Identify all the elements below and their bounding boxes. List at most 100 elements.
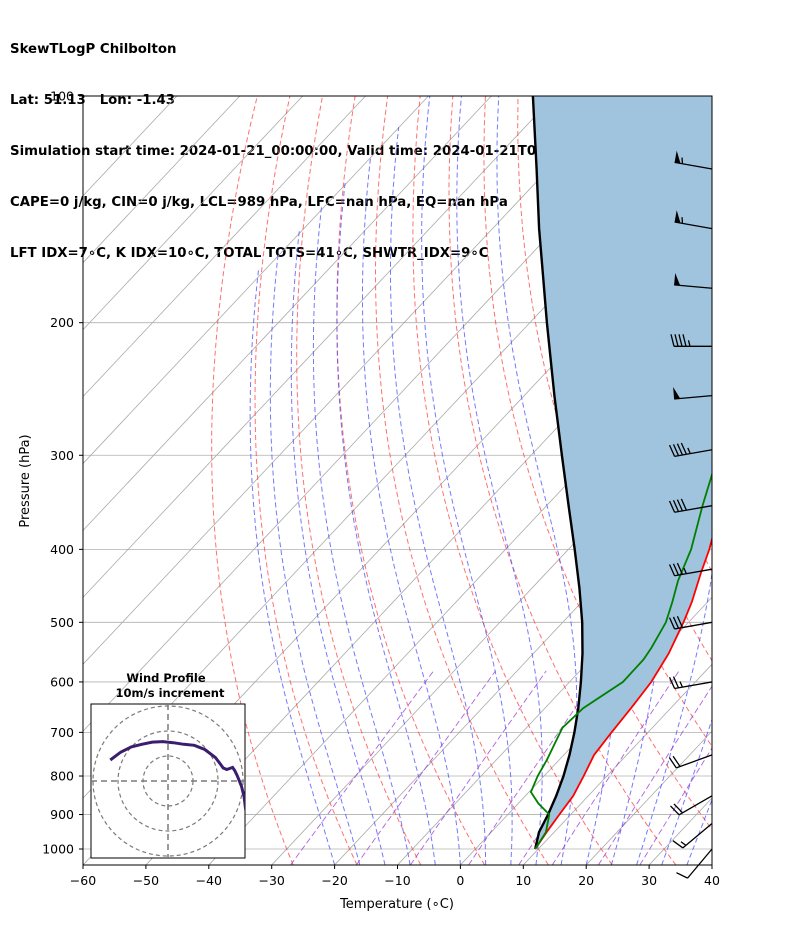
mixing-ratio-line	[639, 747, 712, 865]
dry-adiabat	[746, 96, 794, 865]
moist-adiabat	[456, 96, 543, 865]
isotherm	[83, 96, 555, 598]
barb-full	[676, 615, 684, 628]
moist-adiabat	[290, 228, 386, 865]
wind-barb	[673, 387, 713, 400]
barb-shaft	[674, 284, 713, 289]
wind-barb	[670, 795, 713, 816]
barb-full	[668, 564, 676, 577]
barb-full	[668, 617, 676, 630]
chart-header: SkewTLogP Chilbolton Lat: 51.13 Lon: -1.…	[10, 7, 617, 279]
isotherm	[83, 96, 492, 532]
barb-half	[679, 681, 684, 688]
x-tick-label: 40	[704, 873, 720, 888]
barb-full	[682, 334, 687, 347]
barb-full	[676, 562, 684, 575]
isotherm	[83, 96, 303, 331]
wind-barb	[674, 210, 713, 230]
hodograph-trace	[109, 740, 245, 811]
barb-shaft	[674, 621, 713, 630]
x-tick-label: 30	[641, 873, 657, 888]
barb-full	[668, 757, 677, 769]
barb-full	[670, 805, 680, 816]
shaded-parcel-area	[532, 96, 712, 849]
data-layer	[529, 96, 712, 850]
barb-full	[668, 444, 676, 457]
mixing-ratio-line	[356, 670, 496, 865]
dry-adiabat	[779, 96, 794, 865]
barb-shaft	[674, 221, 713, 230]
y-tick-label: 600	[50, 674, 74, 689]
hodograph-plot	[91, 704, 245, 858]
mixing-ratio-line	[410, 670, 547, 865]
wind-barb	[668, 442, 713, 458]
barb-full	[680, 442, 687, 455]
barb-full	[676, 872, 688, 879]
isotherm	[271, 396, 712, 865]
parcel-line	[531, 96, 584, 850]
barb-shaft	[674, 161, 713, 170]
dry-adiabat	[254, 96, 358, 865]
x-tick-label: −20	[321, 873, 347, 888]
moist-adiabat	[686, 798, 712, 865]
hodograph-ring	[117, 730, 219, 832]
moist-adiabat	[362, 155, 461, 865]
barb-flag	[674, 210, 681, 223]
barb-half	[687, 447, 691, 454]
barb-full	[678, 334, 683, 347]
hodograph-title: Wind Profile	[126, 671, 206, 685]
x-tick-label: −60	[70, 873, 96, 888]
axes: −60 −50 −40 −30 −20 −10 0 10 20 30 40 100 200 300 400 5…	[42, 89, 720, 889]
chart-title: SkewTLogP Chilbolton	[10, 42, 177, 57]
location-line: Lat: 51.13 Lon: -1.43	[10, 93, 176, 108]
barb-half	[683, 567, 687, 574]
moist-adiabat	[336, 181, 436, 865]
y-tick-label: 400	[50, 542, 74, 557]
x-tick-label: −10	[384, 873, 410, 888]
barb-full	[672, 444, 680, 456]
y-tick-label: 200	[50, 315, 74, 330]
isotherm	[83, 96, 618, 665]
moist-adiabat	[312, 205, 411, 865]
barb-shaft	[687, 848, 713, 879]
wind-barb	[670, 334, 712, 347]
x-tick-label: 0	[456, 873, 464, 888]
barb-flag	[674, 273, 681, 286]
barb-half	[680, 841, 687, 846]
moist-adiabat	[390, 127, 487, 865]
x-tick-label: −50	[133, 873, 159, 888]
barb-full	[680, 498, 687, 511]
y-tick-label: 900	[50, 807, 74, 822]
dry-adiabat	[336, 96, 486, 865]
mixing-ratio-line	[468, 670, 602, 865]
wind-barb	[668, 676, 713, 690]
wind-barb	[668, 615, 713, 630]
mixing-ratio-line	[551, 670, 680, 865]
barb-full	[672, 500, 680, 512]
wind-barb	[674, 273, 713, 289]
y-tick-label: 100	[50, 89, 74, 104]
barb-full	[668, 500, 676, 513]
barb-shaft	[674, 681, 713, 690]
wind-barb	[674, 150, 713, 170]
barb-shaft	[674, 449, 713, 458]
barb-full	[673, 803, 684, 814]
isotherm	[711, 864, 712, 865]
barb-full	[672, 840, 684, 849]
moist-adiabat	[711, 863, 712, 865]
hodograph-inset: Wind Profile 10m/s increment	[90, 671, 246, 859]
barb-shaft	[678, 795, 713, 816]
isotherm	[145, 262, 712, 865]
barb-full	[670, 334, 675, 347]
temperature-line	[534, 535, 712, 850]
hodograph-subtitle: 10m/s increment	[116, 686, 225, 700]
barb-half	[687, 340, 691, 347]
isotherm	[397, 529, 712, 865]
barb-full	[668, 676, 676, 689]
barb-flag	[674, 150, 681, 164]
dry-adiabat	[412, 96, 613, 865]
barb-shaft	[674, 505, 713, 513]
y-tick-label: 1000	[42, 842, 74, 857]
wind-barb	[672, 823, 713, 849]
barb-full	[674, 334, 679, 347]
